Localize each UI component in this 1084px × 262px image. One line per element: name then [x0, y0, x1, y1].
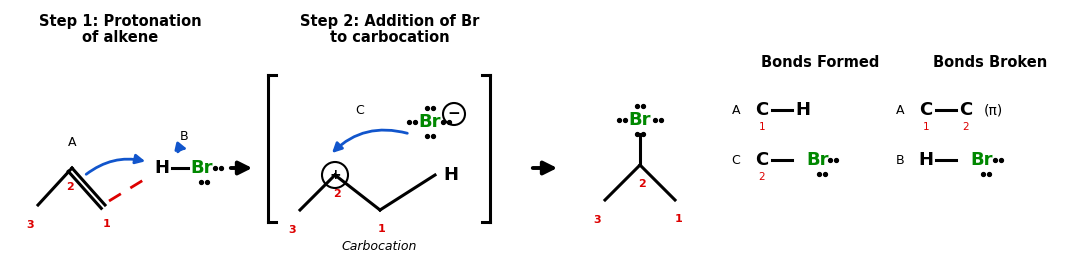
Text: Bonds Formed: Bonds Formed: [761, 55, 879, 70]
Text: B: B: [895, 154, 904, 166]
Text: 2: 2: [759, 172, 765, 182]
Text: to carbocation: to carbocation: [331, 30, 450, 45]
Text: Br: Br: [191, 159, 214, 177]
Text: C: C: [756, 101, 769, 119]
Text: Br: Br: [418, 113, 441, 131]
Text: 1: 1: [759, 122, 765, 132]
Text: H: H: [918, 151, 933, 169]
Text: C: C: [756, 151, 769, 169]
Text: A: A: [67, 136, 76, 149]
Text: 3: 3: [288, 225, 296, 235]
Text: of alkene: of alkene: [82, 30, 158, 45]
Text: Step 2: Addition of Br: Step 2: Addition of Br: [300, 14, 480, 29]
Text: 1: 1: [103, 219, 111, 229]
Text: H: H: [443, 166, 459, 184]
Text: 1: 1: [378, 224, 386, 234]
Text: Br: Br: [806, 151, 828, 169]
Text: C: C: [356, 104, 364, 117]
Text: −: −: [448, 106, 461, 122]
Text: B: B: [180, 130, 189, 143]
Text: 2: 2: [333, 189, 340, 199]
Text: 2: 2: [66, 182, 74, 192]
Text: 3: 3: [593, 215, 601, 225]
Text: 2: 2: [963, 122, 969, 132]
Text: 3: 3: [26, 220, 34, 230]
Text: (π): (π): [984, 103, 1004, 117]
Text: Br: Br: [629, 111, 651, 129]
Text: 1: 1: [675, 214, 683, 224]
Text: +: +: [330, 168, 340, 182]
Text: C: C: [959, 101, 972, 119]
Text: C: C: [919, 101, 932, 119]
Text: C: C: [732, 154, 740, 166]
Text: H: H: [155, 159, 169, 177]
Text: A: A: [732, 103, 740, 117]
Text: 2: 2: [638, 179, 646, 189]
Text: Carbocation: Carbocation: [341, 240, 416, 253]
Text: Step 1: Protonation: Step 1: Protonation: [39, 14, 202, 29]
Text: A: A: [895, 103, 904, 117]
Text: Br: Br: [970, 151, 993, 169]
Text: Bonds Broken: Bonds Broken: [933, 55, 1047, 70]
Text: H: H: [796, 101, 811, 119]
Text: 1: 1: [922, 122, 929, 132]
